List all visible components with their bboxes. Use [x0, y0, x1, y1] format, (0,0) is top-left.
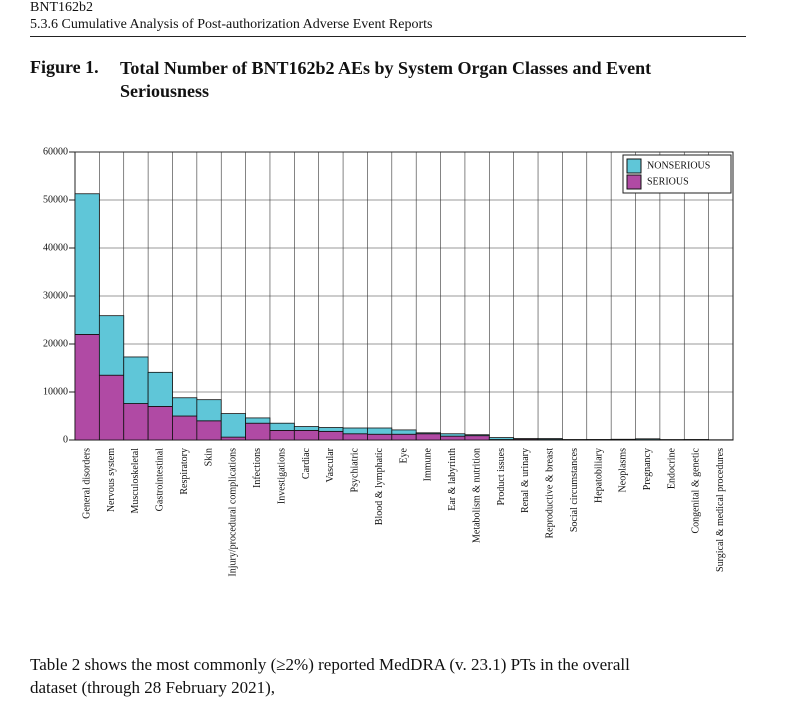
bar-segment — [367, 433, 393, 441]
bar-segment — [269, 422, 295, 431]
bar-segment — [415, 432, 441, 435]
bar-segment — [318, 430, 344, 441]
x-tick-label: Renal & urinary — [520, 448, 531, 513]
legend-label: SERIOUS — [647, 176, 689, 187]
bar-segment — [293, 426, 320, 431]
body-line: Table 2 shows the most commonly (≥2%) re… — [30, 655, 630, 674]
x-tick-label: General disorders — [81, 448, 92, 519]
header-section: 5.3.6 Cumulative Analysis of Post-author… — [30, 17, 433, 32]
x-tick-label: Metabolism & nutrition — [471, 448, 482, 543]
x-tick-label: Cardiac — [301, 447, 312, 479]
bar-segment — [196, 420, 222, 441]
body-line: dataset (through 28 February 2021), — [30, 678, 276, 697]
bar-segment — [98, 374, 125, 441]
bar-segment — [464, 435, 490, 441]
bar-segment — [147, 405, 173, 441]
x-tick-label: Pregnancy — [642, 448, 653, 490]
bar-segment — [415, 433, 441, 441]
bar-segment — [269, 429, 295, 441]
bar-segment — [440, 433, 466, 437]
bar-segment — [245, 422, 271, 441]
figure-title: Total Number of BNT162b2 AEs by System O… — [120, 58, 652, 101]
figure-label: Figure 1. — [30, 57, 99, 77]
x-tick-label: Social circumstances — [569, 448, 580, 532]
bar-segment — [123, 403, 149, 441]
x-tick-label: Infections — [252, 448, 263, 488]
x-tick-label: Psychiatric — [350, 447, 361, 492]
legend-label: NONSERIOUS — [647, 160, 710, 171]
bar-segment — [537, 438, 563, 440]
x-tick-label: Respiratory — [179, 448, 190, 495]
legend-swatch — [626, 174, 642, 190]
x-tick-label: Congenital & genetic — [691, 447, 702, 533]
x-tick-label: Eye — [398, 447, 409, 463]
legend-swatch — [626, 158, 642, 174]
bar-segment — [342, 427, 368, 435]
bar-segment — [391, 429, 417, 435]
x-tick-label: Immune — [423, 447, 434, 481]
bar-segment — [464, 434, 490, 437]
x-tick-label: Gastrointestinal — [155, 448, 166, 512]
bar-segment — [342, 433, 368, 441]
y-tick-label: 20000 — [43, 338, 68, 349]
x-tick-label: Hepatobiliary — [593, 448, 604, 503]
y-tick-label: 50000 — [43, 194, 68, 205]
chart: 0 10000 20000 30000 40000 50000 60000 General d… — [43, 146, 734, 577]
x-tick-label: Nervous system — [106, 448, 117, 512]
y-tick-label: 30000 — [43, 290, 68, 301]
x-tick-label: Endocrine — [666, 447, 677, 489]
x-tick-label: Reproductive & breast — [545, 448, 556, 539]
bar-segment — [172, 415, 198, 441]
x-tick-label: Vascular — [325, 447, 336, 482]
bar-segment — [196, 399, 222, 422]
x-tick-label: Neoplasms — [618, 448, 629, 493]
x-tick-label: Ear & labyrinth — [447, 448, 458, 511]
x-tick-label: Blood & lymphatic — [374, 447, 385, 525]
y-tick-label: 10000 — [43, 386, 68, 397]
bar-segment — [635, 438, 661, 441]
x-tick-label: Injury/procedural complications — [228, 448, 239, 577]
bar-segment — [220, 436, 246, 441]
y-tick-label: 60000 — [43, 146, 68, 157]
x-tick-label: Skin — [203, 448, 214, 466]
bar-segment — [367, 427, 393, 435]
header-product: BNT162b2 — [30, 0, 93, 15]
bar-segment — [172, 397, 198, 417]
bar-segment — [220, 413, 246, 438]
bar-segment — [488, 437, 515, 440]
y-tick-label: 40000 — [43, 242, 68, 253]
bar-segment — [74, 333, 100, 441]
bar-segment — [98, 315, 125, 376]
bar-segment — [245, 417, 271, 424]
header-rule — [30, 36, 746, 37]
bar-segment — [318, 427, 344, 432]
bar-segment — [440, 435, 466, 441]
bar-segment — [147, 371, 173, 407]
bar-segment — [74, 193, 100, 335]
x-tick-label: Investigations — [276, 448, 287, 504]
x-tick-label: Musculoskeletal — [130, 448, 141, 514]
bar-segment — [293, 429, 320, 441]
bar-segment — [123, 356, 149, 404]
bar-segment — [391, 433, 417, 441]
y-tick-label: 0 — [63, 434, 68, 445]
x-tick-label: Surgical & medical procedures — [715, 448, 726, 572]
x-tick-label: Product issues — [496, 448, 507, 506]
